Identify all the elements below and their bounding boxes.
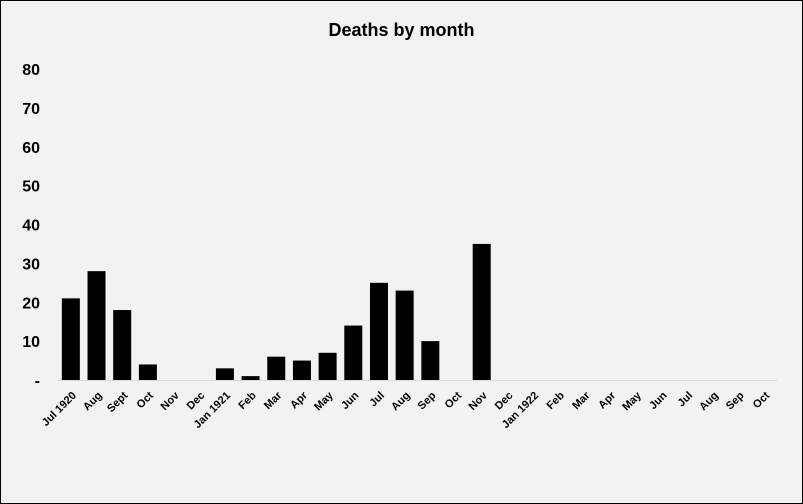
y-tick-label: 40	[22, 218, 40, 235]
x-tick-label: Feb	[236, 389, 259, 412]
x-tick-label: Feb	[545, 389, 568, 412]
x-tick-label: Oct	[751, 389, 773, 411]
bar	[369, 282, 388, 380]
x-tick-label: Mar	[570, 389, 593, 412]
bar	[138, 364, 157, 380]
x-tick-label: Jun	[647, 389, 670, 412]
bar	[87, 271, 106, 380]
y-tick-label: 70	[22, 101, 40, 118]
y-tick-label: 80	[22, 62, 40, 79]
bar	[421, 341, 440, 380]
x-tick-label: Aug	[81, 390, 105, 414]
bar	[472, 243, 491, 380]
bar	[241, 376, 260, 380]
bar	[61, 298, 80, 380]
x-tick-label: Oct	[135, 389, 157, 411]
x-tick-label: Aug	[697, 390, 721, 414]
x-tick-label: Jul	[367, 390, 387, 410]
x-tick-label: Sep	[724, 389, 747, 412]
x-tick-label: Sept	[105, 389, 131, 415]
x-tick-label: Apr	[596, 389, 618, 411]
bar	[395, 290, 414, 380]
x-tick-label: Sep	[416, 389, 439, 412]
y-tick-label: 30	[22, 256, 40, 273]
x-tick-label: Nov	[467, 389, 491, 413]
bar	[344, 325, 363, 380]
bar	[292, 360, 311, 380]
x-tick-label: Nov	[158, 389, 182, 413]
y-tick-label: -	[35, 373, 40, 390]
x-tick-label: Jul 1920	[40, 390, 79, 429]
bar	[113, 310, 132, 380]
y-tick-label: 20	[22, 295, 40, 312]
x-tick-label: Jul	[676, 390, 696, 410]
y-tick-label: 60	[22, 140, 40, 157]
bar	[318, 352, 337, 380]
y-tick-label: 50	[22, 179, 40, 196]
x-tick-label: Mar	[262, 389, 285, 412]
x-tick-label: May	[620, 389, 644, 413]
x-tick-label: Jun	[339, 389, 362, 412]
x-tick-label: May	[312, 389, 336, 413]
x-tick-label: Oct	[443, 389, 465, 411]
bar	[267, 356, 286, 380]
x-tick-label: Aug	[389, 390, 413, 414]
bar	[215, 368, 234, 380]
chart-title: Deaths by month	[328, 20, 475, 40]
x-tick-label: Apr	[288, 389, 310, 411]
y-tick-label: 10	[22, 334, 40, 351]
